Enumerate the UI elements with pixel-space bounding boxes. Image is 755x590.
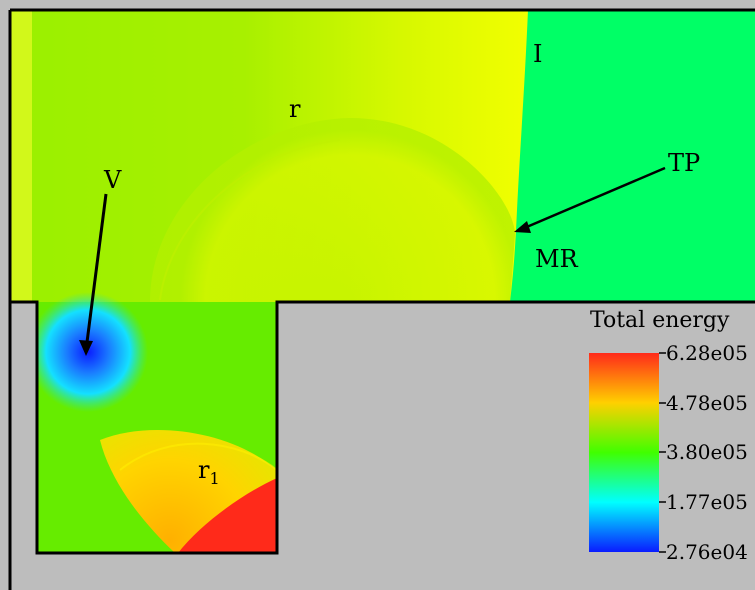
label-triple-point: TP	[668, 149, 700, 177]
legend-ticks: 6.28e05 4.78e05 3.80e05 1.77e05 2.76e04	[659, 341, 748, 564]
ripple-line	[119, 442, 278, 471]
vortex-arrow	[84, 193, 108, 351]
domain-outline	[8, 8, 755, 590]
triple-point-arrowhead	[514, 221, 531, 233]
post-shock-region	[510, 10, 755, 302]
legend-tick-label: 4.78e05	[666, 391, 748, 415]
label-reflected-shock: r	[289, 95, 301, 123]
legend-tick-label: 2.76e04	[666, 540, 748, 564]
legend-tick-label: 3.80e05	[666, 440, 748, 464]
ripple-line	[159, 139, 341, 301]
label-vortex: V	[103, 166, 122, 194]
high-energy-corner	[178, 478, 277, 553]
legend-tick-label: 6.28e05	[666, 341, 748, 365]
triple-point-arrow	[521, 166, 666, 231]
fluid-domain	[10, 10, 755, 553]
label-secondary-reflected: r1	[198, 456, 220, 488]
legend-colorbar	[589, 353, 659, 552]
left-wall-layer	[10, 10, 32, 302]
label-incident-shock: I	[533, 40, 542, 68]
legend-tick-label: 1.77e05	[666, 490, 748, 514]
vortex-arrowhead	[79, 340, 93, 356]
reflected-shock-region	[150, 118, 515, 302]
legend-title: Total energy	[590, 308, 730, 333]
label-mach-reflection: MR	[535, 245, 579, 273]
vortex-core	[26, 290, 150, 414]
